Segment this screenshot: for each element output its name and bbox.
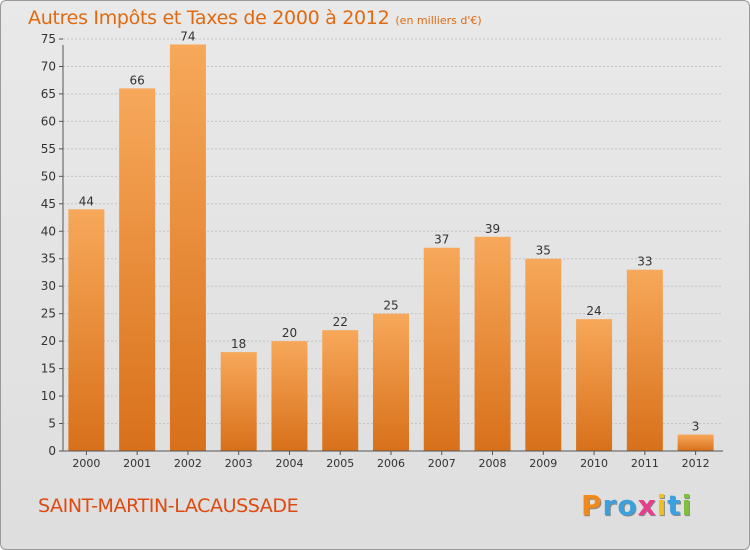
bar-value-label: 24 — [586, 304, 601, 318]
y-tick-label: 40 — [41, 224, 56, 238]
y-tick-label: 15 — [41, 362, 56, 376]
title-unit: (en milliers d'€) — [395, 14, 482, 27]
logo-letter: r — [602, 489, 618, 522]
y-tick-label: 30 — [41, 279, 56, 293]
x-tick-label: 2012 — [682, 457, 710, 470]
x-tick-label: 2008 — [479, 457, 507, 470]
y-tick-label: 70 — [41, 59, 56, 73]
x-tick-label: 2003 — [225, 457, 253, 470]
bar — [626, 269, 663, 451]
y-tick-label: 35 — [41, 252, 56, 266]
x-tick-label: 2001 — [123, 457, 151, 470]
x-tick-label: 2006 — [377, 457, 405, 470]
bar-value-label: 3 — [692, 420, 700, 434]
bar — [271, 341, 308, 451]
x-tick-label: 2000 — [72, 457, 100, 470]
logo-letter: P — [581, 489, 603, 522]
axes: 0 5 10 15 20 25 30 35 40 45 50 55 60 65 70 75 2000 2001 20… — [41, 32, 723, 470]
bar — [576, 319, 613, 451]
logo-letter: i — [681, 489, 693, 522]
bar-value-label: 39 — [485, 222, 500, 236]
bar — [322, 330, 359, 451]
bar-value-label: 22 — [333, 315, 348, 329]
bar-value-label: 18 — [231, 337, 246, 351]
x-tick-label: 2011 — [631, 457, 659, 470]
logo-letter: o — [617, 489, 638, 522]
y-tick-label: 0 — [48, 444, 56, 458]
x-tick-label: 2004 — [275, 457, 303, 470]
proxiti-logo: Proxiti — [581, 489, 692, 522]
bar-value-label: 44 — [79, 194, 94, 208]
bar-value-label: 66 — [130, 73, 145, 87]
x-tick-label: 2009 — [529, 457, 557, 470]
y-tick-label: 60 — [41, 114, 56, 128]
bar — [220, 352, 257, 451]
y-tick-label: 20 — [41, 334, 56, 348]
x-tick-label: 2007 — [428, 457, 456, 470]
logo-letter: x — [637, 489, 657, 522]
commune-name: SAINT-MARTIN-LACAUSSADE — [38, 495, 299, 517]
x-tick-label: 2010 — [580, 457, 608, 470]
logo-letter: t — [667, 489, 682, 522]
x-tick-label: 2005 — [326, 457, 354, 470]
y-tick-label: 50 — [41, 169, 56, 183]
bar-value-label: 20 — [282, 326, 297, 340]
bar-value-label: 25 — [383, 299, 398, 313]
y-tick-label: 55 — [41, 142, 56, 156]
chart-title: Autres Impôts et Taxes de 2000 à 2012 (en… — [28, 7, 482, 29]
bar — [677, 434, 714, 451]
y-tick-label: 65 — [41, 87, 56, 101]
bar-value-label: 37 — [434, 233, 449, 247]
bar — [373, 313, 409, 451]
bar — [474, 236, 511, 451]
bar-value-label: 74 — [180, 29, 195, 43]
bar — [119, 88, 156, 451]
title-main: Autres Impôts et Taxes de 2000 à 2012 — [28, 7, 390, 29]
bar — [68, 209, 105, 451]
bar-value-label: 35 — [536, 244, 551, 258]
y-tick-label: 25 — [41, 307, 56, 321]
y-tick-label: 45 — [41, 197, 56, 211]
y-tick-label: 10 — [41, 389, 56, 403]
bar — [423, 247, 460, 451]
bar — [525, 258, 562, 451]
y-tick-label: 5 — [48, 417, 56, 431]
logo-letter: i — [656, 489, 668, 522]
x-tick-label: 2002 — [174, 457, 202, 470]
bar — [169, 44, 206, 451]
bar-value-label: 33 — [637, 255, 652, 269]
y-tick-label: 75 — [41, 32, 56, 46]
